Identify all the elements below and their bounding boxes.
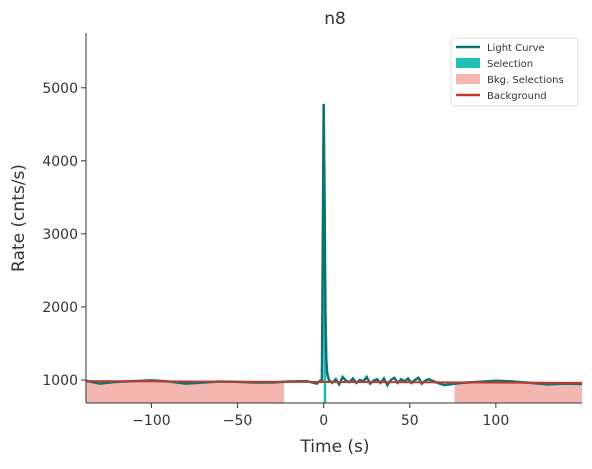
- x-tick-label: 0: [319, 413, 328, 429]
- x-tick-label: −100: [132, 413, 170, 429]
- legend-label: Light Curve: [487, 43, 545, 54]
- background-line: [85, 380, 583, 384]
- legend-label: Background: [487, 91, 547, 102]
- legend-box: [450, 37, 579, 107]
- y-tick-label: 2000: [42, 300, 78, 316]
- legend-patch: [456, 58, 480, 68]
- y-axis-label: Rate (cnts/s): [9, 164, 29, 272]
- bkg-selection: [454, 382, 582, 403]
- x-tick-label: 100: [483, 413, 510, 429]
- chart-title: n8: [324, 9, 346, 29]
- bkg-selection: [86, 381, 285, 403]
- legend: Light Curve Selection Bkg. Selections Backg…: [450, 37, 579, 107]
- x-tick-label: −50: [223, 413, 253, 429]
- y-tick-label: 3000: [42, 227, 78, 243]
- x-axis-label: Time (s): [299, 437, 369, 457]
- light-curve: [85, 103, 583, 388]
- x-tick-label: 50: [401, 413, 419, 429]
- y-tick-label: 5000: [42, 81, 78, 97]
- y-tick-label: 4000: [42, 154, 78, 170]
- y-tick-label: 1000: [42, 373, 78, 389]
- legend-label: Selection: [487, 59, 533, 70]
- legend-patch: [456, 74, 480, 84]
- legend-label: Bkg. Selections: [487, 75, 564, 86]
